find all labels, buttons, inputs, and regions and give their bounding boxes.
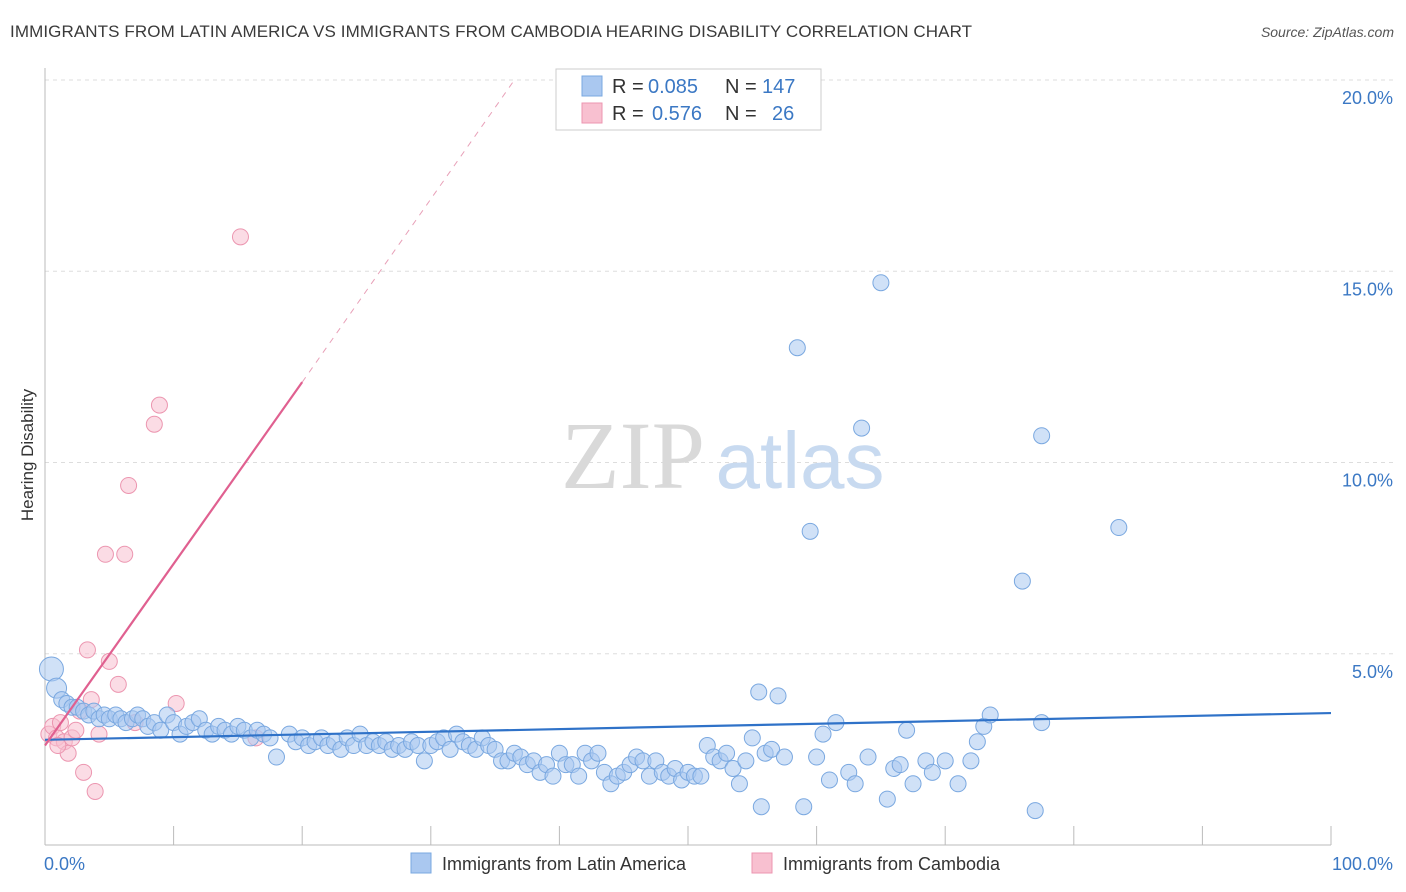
x-tick-label-1: 100.0% — [1332, 854, 1393, 874]
cambodia-point — [78, 641, 96, 659]
legend-swatch-blue — [581, 75, 603, 97]
latin-america-point — [589, 744, 607, 762]
cambodia-point — [120, 476, 138, 494]
latin-america-point — [801, 522, 819, 540]
grid — [45, 79, 1395, 655]
legend: R = 0.085 N = 147 R = 0.576 N = 26 — [555, 68, 822, 131]
x-tick-labels: 0.0% 100.0% — [44, 854, 1393, 874]
cambodia-point — [75, 763, 93, 781]
chart-title: IMMIGRANTS FROM LATIN AMERICA VS IMMIGRA… — [10, 22, 973, 41]
latin-america-point — [923, 763, 941, 781]
y-tick-label-0: 5.0% — [1352, 662, 1393, 682]
latin-america-point — [1110, 519, 1128, 537]
y-tick-label-1: 10.0% — [1342, 471, 1393, 491]
latin-america-point — [730, 775, 748, 793]
latin-america-point — [891, 756, 909, 774]
cambodia-point — [116, 545, 134, 563]
latin-america-point — [904, 775, 922, 793]
latin-america-point — [814, 725, 832, 743]
latin-america-point — [570, 767, 588, 785]
y-tick-labels: 5.0% 10.0% 15.0% 20.0% — [1342, 88, 1393, 682]
latin-america-point — [261, 729, 279, 747]
bottom-legend-swatch-pink — [751, 852, 773, 874]
latin-america-point — [775, 748, 793, 766]
latin-america-point — [763, 740, 781, 758]
watermark-zip: ZIP — [561, 402, 705, 509]
cambodia-point — [96, 545, 114, 563]
cambodia-point — [167, 694, 185, 712]
bottom-legend-label-blue: Immigrants from Latin America — [442, 854, 687, 874]
legend-r-value-2: 0.576 — [652, 103, 702, 125]
latin-america-point — [795, 798, 813, 816]
latin-america-trend-line — [44, 711, 1332, 741]
latin-america-point — [724, 760, 742, 777]
latin-america-point — [878, 790, 896, 808]
latin-america-point — [743, 729, 761, 747]
latin-america-point — [949, 775, 967, 793]
cambodia-point — [145, 415, 163, 433]
cambodia-trend-extension — [301, 79, 515, 383]
latin-america-point — [1033, 714, 1051, 732]
latin-america-point — [1013, 572, 1031, 590]
bottom-legend-swatch-blue — [410, 852, 432, 874]
latin-america-point — [968, 733, 986, 751]
cambodia-point — [67, 721, 85, 739]
source-label: Source: ZipAtlas.com — [1260, 24, 1394, 40]
cambodia-point — [109, 675, 127, 693]
cambodia-point — [49, 737, 67, 755]
latin-america-point — [692, 767, 710, 785]
cambodia-trend-line — [44, 381, 304, 747]
latin-america-point — [853, 419, 871, 437]
latin-america-point — [750, 683, 768, 701]
legend-r-value-1: 0.085 — [648, 76, 698, 98]
y-axis-title: Hearing Disability — [18, 388, 37, 521]
latin-america-point — [1033, 427, 1051, 445]
legend-n-label-2: N = — [725, 103, 757, 125]
y-tick-label-3: 20.0% — [1342, 88, 1393, 108]
cambodia-point — [231, 228, 249, 246]
latin-america-point — [788, 339, 806, 357]
latin-america-point — [267, 748, 285, 766]
axes — [44, 68, 1332, 846]
cambodia-point — [86, 782, 104, 800]
legend-swatch-pink — [581, 102, 603, 124]
latin-america-point — [1026, 802, 1044, 820]
latin-america-point — [38, 656, 64, 682]
legend-r-label-1: R = — [612, 76, 644, 98]
trend-lines — [44, 79, 1332, 747]
latin-america-point — [820, 771, 838, 789]
y-tick-label-2: 15.0% — [1342, 279, 1393, 299]
latin-america-point — [415, 752, 433, 770]
cambodia-point — [150, 396, 168, 414]
latin-america-points — [38, 274, 1128, 820]
latin-america-point — [936, 752, 954, 770]
legend-n-value-2: 26 — [772, 103, 794, 125]
latin-america-point — [737, 752, 755, 770]
latin-america-point — [898, 721, 916, 739]
latin-america-point — [718, 744, 736, 762]
legend-n-value-1: 147 — [762, 76, 795, 98]
latin-america-point — [441, 740, 459, 758]
watermark: ZIP atlas — [561, 402, 884, 509]
latin-america-point — [752, 798, 770, 816]
bottom-legend-label-pink: Immigrants from Cambodia — [783, 854, 1001, 874]
x-tick-label-0: 0.0% — [44, 854, 85, 874]
latin-america-point — [872, 274, 890, 292]
latin-america-point — [808, 748, 826, 766]
latin-america-point — [962, 752, 980, 770]
latin-america-point — [769, 687, 787, 705]
legend-r-label-2: R = — [612, 103, 644, 125]
legend-n-label-1: N = — [725, 76, 757, 98]
latin-america-point — [859, 748, 877, 766]
bottom-legend: Immigrants from Latin America Immigrants… — [410, 852, 1001, 874]
latin-america-point — [846, 775, 864, 793]
latin-america-point — [544, 767, 562, 785]
